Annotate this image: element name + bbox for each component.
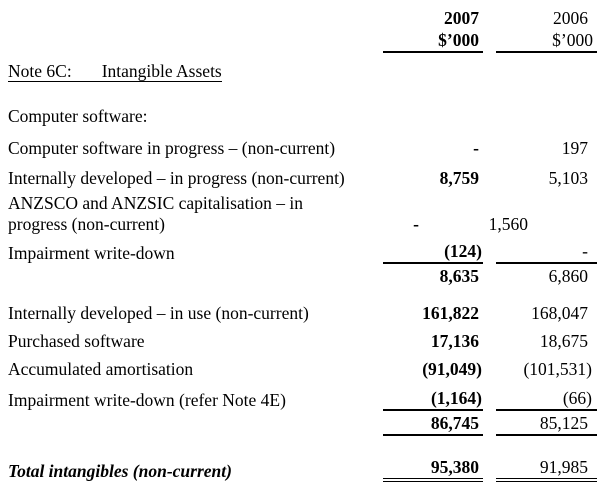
row-purchased-software: Purchased software 17,136 18,675 <box>8 331 597 352</box>
value-2007: (91,049) <box>422 359 482 379</box>
value-2007: (124) <box>383 241 483 264</box>
note-number: Note 6C: <box>8 61 72 81</box>
value-2007: 17,136 <box>430 331 479 351</box>
row-label: Purchased software <box>8 331 145 351</box>
value-2007: 8,759 <box>439 168 479 188</box>
value-2006: 6,860 <box>548 266 588 286</box>
total-label: Total intangibles (non-current) <box>8 461 232 481</box>
row-anzsco-anzsic-capitalisation: ANZSCO and ANZSIC capitalisation – in pr… <box>8 193 597 235</box>
section-heading: Computer software: <box>8 106 148 126</box>
value-2007: 86,745 <box>383 413 483 436</box>
value-2007: 8,635 <box>439 266 479 286</box>
value-2006: 18,675 <box>539 331 588 351</box>
unit-header-row: $’000 $’000 <box>8 30 597 53</box>
row-internally-developed-in-use: Internally developed – in use (non-curre… <box>8 303 597 324</box>
note-title: Intangible Assets <box>101 61 222 81</box>
row-label: Internally developed – in progress (non-… <box>8 168 345 188</box>
unit-2006-header: $’000 <box>496 30 597 53</box>
year-2007-header: 2007 <box>444 8 479 28</box>
year-2006-header: 2006 <box>553 8 588 28</box>
row-total-intangibles: Total intangibles (non-current) 95,380 9… <box>8 457 597 482</box>
row-subtotal-in-progress: 8,635 6,860 <box>8 266 597 287</box>
row-label: Impairment write-down (refer Note 4E) <box>8 390 286 410</box>
value-2006: 85,125 <box>496 413 597 436</box>
row-impairment-write-down-note4e: Impairment write-down (refer Note 4E) (1… <box>8 388 597 411</box>
value-2007: (1,164) <box>383 388 483 411</box>
value-2006: 5,103 <box>548 168 588 188</box>
value-2007: - <box>473 138 479 158</box>
row-label: Impairment write-down <box>8 243 175 263</box>
row-label: Internally developed – in use (non-curre… <box>8 303 309 323</box>
value-2006: 1,560 <box>488 214 528 234</box>
row-label: Accumulated amortisation <box>8 359 194 379</box>
row-accumulated-amortisation: Accumulated amortisation (91,049) (101,5… <box>8 359 597 380</box>
value-2007: - <box>413 214 419 234</box>
year-header-row: 2007 2006 <box>8 8 597 29</box>
value-2006: 197 <box>561 138 588 158</box>
note-heading: Note 6C: Intangible Assets <box>8 62 222 82</box>
total-value-2007: 95,380 <box>383 457 483 482</box>
value-2006: - <box>496 241 597 264</box>
value-2006: 168,047 <box>531 303 588 323</box>
row-computer-software-in-progress: Computer software in progress – (non-cur… <box>8 138 597 159</box>
row-label: ANZSCO and ANZSIC capitalisation – in pr… <box>8 193 304 234</box>
row-impairment-write-down: Impairment write-down (124) - <box>8 241 597 264</box>
section-heading-row: Computer software: <box>8 106 597 127</box>
row-internally-developed-in-progress: Internally developed – in progress (non-… <box>8 168 597 189</box>
note-heading-row: Note 6C: Intangible Assets <box>8 61 597 82</box>
value-2006: (66) <box>496 388 597 411</box>
unit-2007-header: $’000 <box>383 30 483 53</box>
value-2006: (101,531) <box>523 359 592 379</box>
total-value-2006: 91,985 <box>496 457 597 482</box>
row-subtotal-in-use: 86,745 85,125 <box>8 413 597 436</box>
value-2007: 161,822 <box>422 303 479 323</box>
row-label: Computer software in progress – (non-cur… <box>8 138 336 158</box>
